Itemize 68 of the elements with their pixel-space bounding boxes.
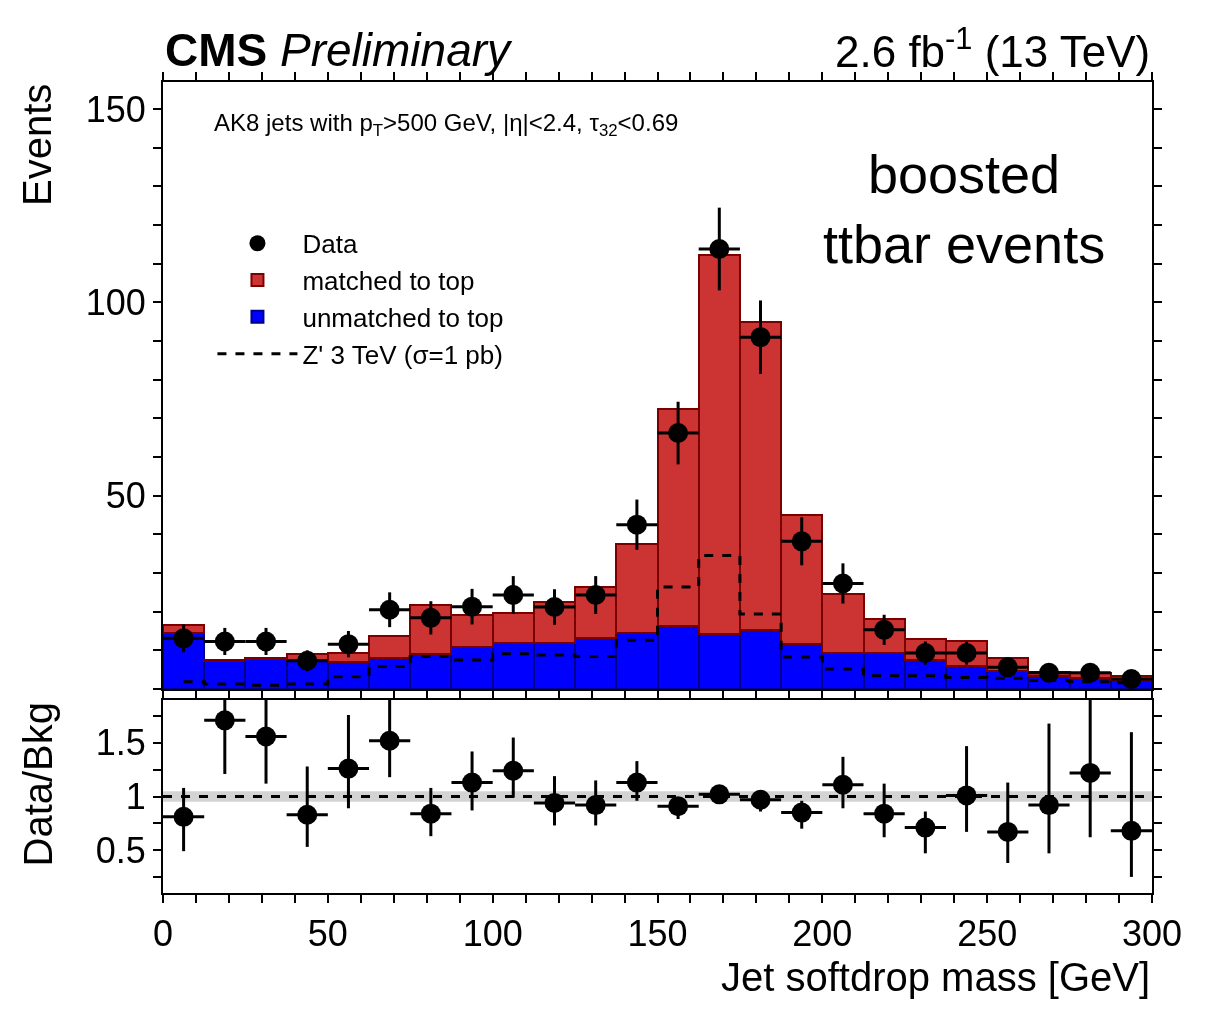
chart-title: CMS bbox=[165, 24, 268, 76]
point bbox=[791, 531, 812, 552]
x-tick-label: 100 bbox=[462, 913, 523, 955]
point bbox=[214, 710, 235, 731]
point bbox=[420, 803, 441, 824]
point bbox=[668, 796, 689, 817]
point bbox=[585, 795, 606, 816]
text: 2.6 fb$^{-1}$ (13 TeV) bbox=[835, 21, 1151, 77]
legend-label: matched to top bbox=[302, 266, 475, 297]
x-axis-title: Jet softdrop mass [GeV] bbox=[721, 955, 1151, 999]
point bbox=[585, 585, 606, 606]
y-tick-label: 1.5 bbox=[95, 722, 146, 764]
point bbox=[338, 758, 359, 779]
y-tick-label: 150 bbox=[85, 88, 146, 130]
y-axis-title: Events bbox=[15, 83, 59, 206]
point bbox=[256, 726, 277, 747]
point bbox=[544, 597, 565, 618]
x-tick-label: 250 bbox=[957, 913, 1018, 955]
point bbox=[462, 772, 483, 793]
point bbox=[214, 631, 235, 652]
point bbox=[173, 628, 194, 649]
point bbox=[997, 821, 1018, 842]
chart-subtitle: Preliminary bbox=[280, 24, 514, 76]
y-tick-label: 50 bbox=[105, 475, 146, 517]
point bbox=[297, 650, 318, 671]
x-tick-label: 300 bbox=[1121, 913, 1183, 955]
point bbox=[173, 806, 194, 827]
point bbox=[462, 596, 483, 617]
x-tick-label: 150 bbox=[627, 913, 688, 955]
x-tick-label: 0 bbox=[152, 913, 174, 955]
point bbox=[503, 585, 524, 606]
point bbox=[297, 804, 318, 825]
point bbox=[256, 631, 277, 652]
point bbox=[1038, 795, 1059, 816]
annotation: boosted ttbar events bbox=[823, 144, 1106, 275]
point bbox=[874, 803, 895, 824]
point bbox=[832, 774, 853, 795]
point bbox=[1080, 762, 1101, 783]
point bbox=[832, 573, 853, 594]
point bbox=[544, 792, 565, 813]
point bbox=[379, 599, 400, 620]
point bbox=[420, 607, 441, 628]
point bbox=[709, 239, 730, 260]
legend-label: Data bbox=[302, 229, 358, 260]
y-tick-label: 0.5 bbox=[95, 829, 146, 871]
point bbox=[626, 514, 647, 535]
point bbox=[709, 784, 730, 805]
legend-label: Z' 3 TeV (σ=1 pb) bbox=[302, 339, 503, 370]
point bbox=[1121, 668, 1142, 689]
annotation: AK8 jets with p$_{T}$>500 GeV, |η|<2.4, τ$_{32}$<0.69 bbox=[214, 109, 679, 141]
x-tick-label: 50 bbox=[307, 913, 348, 955]
point bbox=[1038, 662, 1059, 683]
point bbox=[379, 730, 400, 751]
y-axis-title: Data/Bkg bbox=[15, 701, 60, 867]
y-tick-label: 1 bbox=[125, 776, 146, 818]
point bbox=[1080, 662, 1101, 683]
point bbox=[668, 423, 689, 444]
point bbox=[997, 657, 1018, 678]
y-tick-label: 100 bbox=[85, 281, 146, 323]
point bbox=[1121, 820, 1142, 841]
x-tick-label: 200 bbox=[792, 913, 853, 955]
point bbox=[338, 634, 359, 655]
point bbox=[791, 802, 812, 823]
point bbox=[915, 817, 936, 838]
legend-label: unmatched to top bbox=[302, 303, 504, 334]
point bbox=[626, 772, 647, 793]
point bbox=[750, 327, 771, 348]
point bbox=[503, 760, 524, 781]
